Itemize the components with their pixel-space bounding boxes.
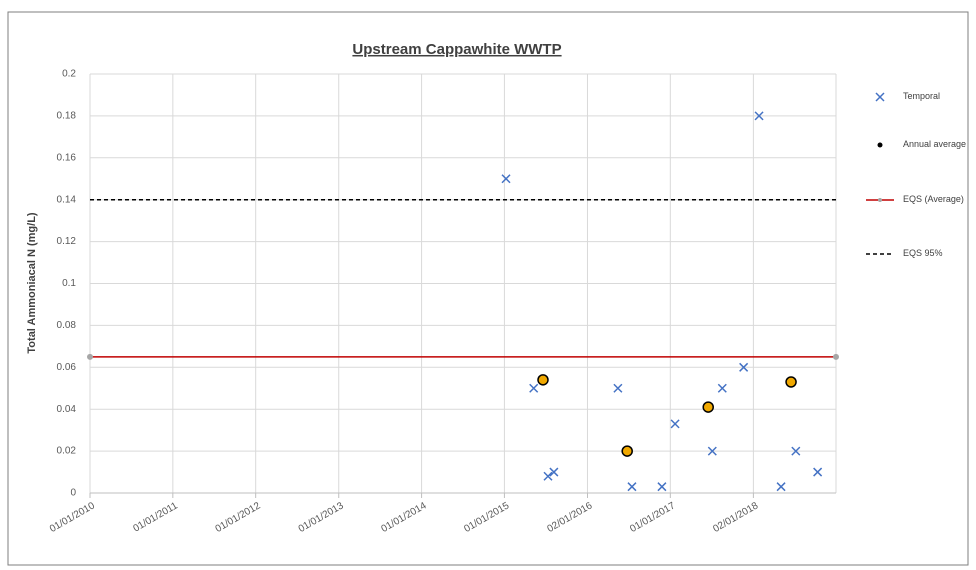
legend-swatch xyxy=(877,142,883,148)
point xyxy=(754,111,764,121)
x-tick-label: 02/01/2018 xyxy=(711,500,760,535)
x-tick-label: 01/01/2015 xyxy=(462,500,511,535)
y-tick-label: 0.02 xyxy=(57,446,77,457)
point xyxy=(627,482,637,492)
x-tick-label: 01/01/2010 xyxy=(48,500,97,535)
point xyxy=(529,383,539,393)
chart-border xyxy=(7,11,969,566)
point xyxy=(670,419,680,429)
point xyxy=(543,471,553,481)
point xyxy=(833,353,839,360)
point xyxy=(549,467,559,477)
y-tick-label: 0 xyxy=(70,488,76,499)
point xyxy=(702,401,714,413)
chart-title: Upstream Cappawhite WWTP xyxy=(352,41,561,58)
y-tick-label: 0.06 xyxy=(57,362,77,373)
legend-label: Annual average xyxy=(903,139,967,149)
legend-swatch xyxy=(878,198,882,202)
x-tick-label: 01/01/2011 xyxy=(131,500,180,534)
point xyxy=(717,383,727,393)
point xyxy=(87,353,93,360)
point xyxy=(813,467,823,477)
y-tick-label: 0.14 xyxy=(57,194,77,205)
legend-label: EQS (Average) xyxy=(903,194,964,204)
point xyxy=(791,446,801,456)
y-tick-label: 0.16 xyxy=(57,152,77,163)
point xyxy=(776,482,786,492)
y-tick-label: 0.12 xyxy=(57,236,77,247)
point xyxy=(613,383,623,393)
x-tick-label: 01/01/2013 xyxy=(297,500,346,535)
point xyxy=(739,362,749,372)
y-tick-label: 0.2 xyxy=(62,69,76,80)
y-tick-label: 0.04 xyxy=(57,404,77,415)
x-tick-label: 01/01/2012 xyxy=(214,500,263,535)
legend-swatch xyxy=(875,92,885,102)
legend-label: Temporal xyxy=(903,91,941,101)
point xyxy=(501,174,511,184)
y-tick-label: 0.08 xyxy=(57,320,77,331)
x-tick-label: 01/01/2014 xyxy=(380,500,429,535)
point xyxy=(657,482,667,492)
y-axis-title: Total Ammoniacal N (mg/L) xyxy=(26,212,38,354)
y-tick-label: 0.1 xyxy=(62,278,76,289)
point xyxy=(707,446,717,456)
x-tick-label: 01/01/2017 xyxy=(628,500,677,535)
point xyxy=(621,445,633,457)
legend-label: EQS 95% xyxy=(903,248,943,258)
x-tick-label: 02/01/2016 xyxy=(545,500,594,535)
point xyxy=(537,374,549,386)
y-tick-label: 0.18 xyxy=(57,111,77,122)
point xyxy=(785,376,797,388)
